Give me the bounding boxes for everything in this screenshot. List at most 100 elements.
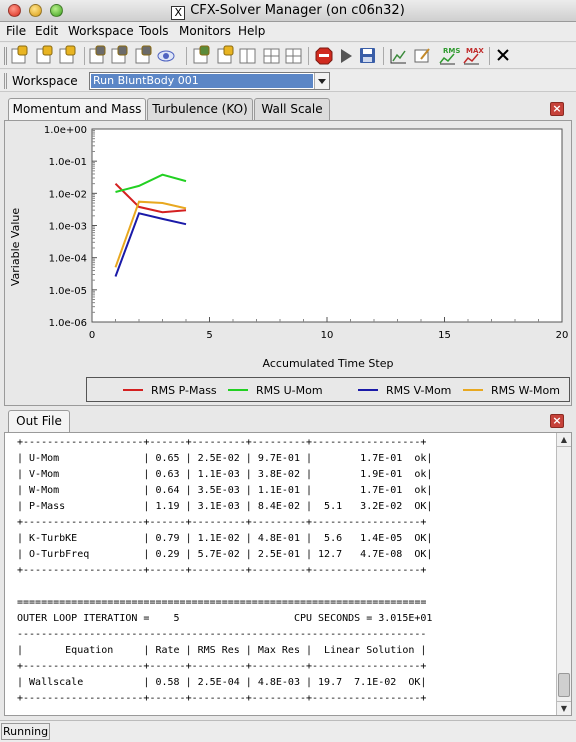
y-axis-label: Variable Value — [9, 208, 22, 286]
window-title: CFX-Solver Manager (on c06n32) — [190, 3, 405, 18]
out-file-line: +--------------------+------+---------+-… — [17, 661, 427, 672]
legend-swatch — [463, 389, 483, 391]
vertical-scrollbar[interactable]: ▲ ▼ — [556, 433, 571, 715]
toolbar-separator — [383, 47, 384, 65]
residual-chart[interactable]: Variable Value Accumulated Time Step 1.0… — [5, 121, 573, 407]
max-button-label: MAX — [466, 47, 484, 55]
copy-icon[interactable] — [111, 45, 128, 64]
out-file-line: | Equation | Rate | RMS Res | Max Res | … — [17, 645, 427, 656]
out-file-line: ----------------------------------------… — [17, 629, 427, 640]
new-workspace-icon[interactable] — [217, 45, 234, 64]
scroll-up-icon[interactable]: ▲ — [557, 433, 571, 447]
series-rms-u-mom — [115, 173, 187, 193]
x-tick-label: 0 — [89, 330, 95, 341]
toolbar-separator — [186, 47, 187, 65]
new-run-icon[interactable] — [11, 45, 28, 64]
y-tick-label: 1.0e-03 — [49, 222, 87, 233]
out-file-line — [17, 579, 432, 595]
out-file-line: | Wallscale | 0.58 | 2.5E-04 | 4.8E-03 |… — [17, 677, 427, 688]
close-plot-icon[interactable]: × — [550, 102, 564, 116]
monitor-run-icon[interactable] — [59, 45, 76, 64]
close-out-file-icon[interactable]: × — [550, 414, 564, 428]
status-text: Running — [1, 723, 50, 740]
play-icon[interactable] — [341, 49, 352, 63]
title-bar: X CFX-Solver Manager (on c06n32) — [0, 0, 576, 22]
series-rms-w-mom — [114, 200, 187, 268]
layout-2-icon[interactable] — [263, 48, 280, 64]
open-run-icon[interactable] — [36, 45, 53, 64]
save-icon[interactable] — [360, 48, 375, 63]
plot-tab-bar: Momentum and Mass Turbulence (KO) Wall S… — [4, 98, 572, 120]
window-close-button[interactable] — [8, 4, 21, 17]
out-file-line: +--------------------+------+---------+-… — [17, 693, 427, 704]
toolbar-icons — [11, 45, 509, 65]
y-tick-label: 1.0e+00 — [44, 125, 87, 136]
menu-monitors[interactable]: Monitors — [179, 24, 231, 38]
menu-bar: File Edit Workspace Tools Monitors Help — [0, 22, 576, 42]
workspace-icon[interactable] — [193, 45, 210, 64]
out-file-text: +--------------------+------+---------+-… — [17, 435, 432, 707]
workspace-select-value: Run BluntBody 001 — [91, 74, 313, 88]
legend-label: RMS W-Mom — [491, 384, 560, 397]
chart-legend: RMS P-Mass RMS U-Mom RMS V-Mom RMS W-Mom — [86, 377, 570, 402]
x11-icon: X — [171, 6, 186, 20]
legend-swatch — [123, 389, 143, 391]
y-tick-label: 1.0e-04 — [49, 254, 87, 265]
tab-turbulence[interactable]: Turbulence (KO) — [147, 98, 253, 120]
out-file-line: | W-Mom | 0.64 | 3.5E-03 | 1.1E-01 | 1.7… — [17, 485, 433, 496]
tab-out-file[interactable]: Out File — [8, 410, 70, 432]
edit-run-icon[interactable] — [89, 45, 106, 64]
x-axis-label: Accumulated Time Step — [263, 357, 394, 370]
legend-label: RMS U-Mom — [256, 384, 323, 397]
y-tick-label: 1.0e-01 — [49, 157, 87, 168]
max-icon[interactable] — [463, 53, 479, 65]
window-maximize-button[interactable] — [50, 4, 63, 17]
out-file-line: +--------------------+------+---------+-… — [17, 565, 427, 576]
workspace-grip[interactable] — [4, 73, 7, 89]
tab-wall-scale[interactable]: Wall Scale — [254, 98, 330, 120]
series-rms-p-mass — [114, 182, 187, 214]
menu-help[interactable]: Help — [238, 24, 266, 38]
layout-3-icon[interactable] — [285, 48, 302, 64]
menu-edit[interactable]: Edit — [35, 24, 59, 38]
workspace-label: Workspace — [12, 74, 78, 88]
out-file-line: | P-Mass | 1.19 | 3.1E-03 | 8.4E-02 | 5.… — [17, 501, 433, 512]
rms-icon[interactable] — [439, 53, 455, 65]
plot-edit-icon[interactable] — [390, 49, 406, 64]
menu-tools[interactable]: Tools — [139, 24, 169, 38]
view-icon[interactable] — [157, 50, 175, 62]
tab-momentum-and-mass[interactable]: Momentum and Mass — [8, 98, 146, 120]
menu-file[interactable]: File — [6, 24, 27, 38]
edit-plot-icon[interactable] — [414, 48, 430, 63]
window-minimize-button[interactable] — [29, 4, 42, 17]
scroll-down-icon[interactable]: ▼ — [557, 701, 571, 715]
legend-swatch — [358, 389, 378, 391]
scroll-thumb[interactable] — [558, 673, 570, 697]
chevron-down-icon[interactable] — [314, 73, 329, 89]
out-file-line: +--------------------+------+---------+-… — [17, 517, 427, 528]
x-tick-label: 10 — [321, 330, 334, 341]
x-tick-label: 5 — [206, 330, 212, 341]
workspace-bar: Workspace Run BluntBody 001 — [0, 70, 576, 92]
out-file-line: | U-Mom | 0.65 | 2.5E-02 | 9.7E-01 | 1.7… — [17, 453, 433, 464]
out-tab-bar: Out File — [4, 410, 572, 432]
plot-panel: Variable Value Accumulated Time Step 1.0… — [4, 120, 572, 406]
plot-area — [91, 128, 563, 323]
menu-workspace[interactable]: Workspace — [68, 24, 134, 38]
legend-item-rms-u-mom: RMS U-Mom — [228, 384, 323, 397]
out-file-panel: +--------------------+------+---------+-… — [4, 432, 572, 716]
out-file-line: OUTER LOOP ITERATION = 5 CPU SECONDS = 3… — [17, 613, 433, 624]
out-file-line: ========================================… — [17, 597, 427, 608]
output-file-icon[interactable] — [135, 45, 152, 64]
out-file-line: +--------------------+------+---------+-… — [17, 437, 427, 448]
workspace-select[interactable]: Run BluntBody 001 — [89, 72, 330, 90]
toolbar-grip[interactable] — [4, 47, 7, 65]
y-tick-label: 1.0e-02 — [49, 189, 87, 200]
out-file-line: | K-TurbKE | 0.79 | 1.1E-02 | 4.8E-01 | … — [17, 533, 433, 544]
legend-label: RMS P-Mass — [151, 384, 217, 397]
layout-1-icon[interactable] — [239, 48, 256, 64]
x-tick-label: 15 — [438, 330, 451, 341]
legend-swatch — [228, 389, 248, 391]
close-icon[interactable] — [497, 49, 509, 61]
stop-icon[interactable] — [315, 47, 333, 65]
